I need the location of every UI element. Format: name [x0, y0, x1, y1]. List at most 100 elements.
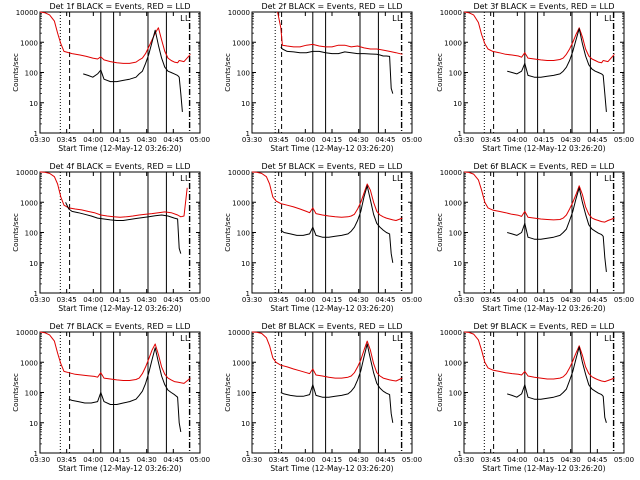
x-tick-label: 04:15 — [110, 136, 130, 144]
x-axis-label: Start Time (12-May-12 03:26:20) — [482, 304, 605, 313]
x-tick-label: 04:15 — [110, 296, 130, 304]
x-tick-label: 04:15 — [534, 456, 554, 464]
x-tick-label: 03:30 — [30, 456, 50, 464]
x-tick-label: 04:00 — [507, 296, 527, 304]
chart-panel-det-9f: Det 9f BLACK = Events, RED = LLD 1 10 100 10… — [436, 322, 634, 473]
x-tick-label: 04:00 — [507, 456, 527, 464]
y-tick-label: 10000 — [228, 169, 250, 177]
y-axis-label: Counts/sec — [436, 53, 444, 92]
marker-label: L — [185, 334, 190, 343]
series-line-events — [507, 28, 607, 112]
marker-label: L — [609, 14, 614, 23]
x-tick-label: 04:15 — [322, 296, 342, 304]
x-tick-label: 05:00 — [402, 296, 422, 304]
marker-label: L — [392, 334, 397, 343]
plot-frame — [251, 11, 413, 134]
x-tick-label: 04:30 — [349, 136, 369, 144]
x-tick-label: 04:15 — [534, 296, 554, 304]
y-tick-label: 1 — [34, 290, 38, 298]
plot-frame — [463, 171, 625, 294]
y-tick-label: 1 — [246, 130, 250, 138]
y-tick-label: 10000 — [440, 169, 462, 177]
x-tick-label: 04:15 — [322, 136, 342, 144]
x-tick-label: 04:45 — [587, 456, 607, 464]
x-tick-label: 05:00 — [614, 136, 634, 144]
y-tick-label: 100 — [449, 70, 462, 78]
marker-label: L — [397, 334, 402, 343]
x-tick-label: 03:30 — [454, 136, 474, 144]
y-tick-label: 10000 — [228, 9, 250, 17]
y-axis-label: Counts/sec — [12, 213, 20, 252]
x-tick-label: 04:00 — [83, 296, 103, 304]
series-line-events — [280, 46, 394, 94]
y-axis-label: Counts/sec — [224, 213, 232, 252]
x-tick-label: 04:30 — [561, 296, 581, 304]
plot-frame — [251, 171, 413, 294]
marker-label: L — [180, 14, 185, 23]
marker-label: L — [180, 334, 185, 343]
x-tick-label: 04:30 — [137, 136, 157, 144]
chart-title: Det 7f BLACK = Events, RED = LLD — [49, 322, 190, 331]
chart-panel-det-3f: Det 3f BLACK = Events, RED = LLD 1 10 100 10… — [436, 2, 634, 153]
x-axis-label: Start Time (12-May-12 03:26:20) — [270, 304, 393, 313]
x-tick-label: 05:00 — [614, 456, 634, 464]
y-tick-label: 10 — [453, 100, 462, 108]
y-tick-label: 1 — [458, 450, 462, 458]
x-tick-label: 05:00 — [190, 456, 210, 464]
chart-panel-det-1f: Det 1f BLACK = Events, RED = LLD 1 10 100 10… — [12, 2, 210, 153]
series-line-events — [83, 29, 183, 112]
y-tick-label: 1 — [34, 450, 38, 458]
series-line-events — [68, 347, 182, 432]
marker-label: L — [392, 14, 397, 23]
marker-label: L — [609, 174, 614, 183]
marker-label: L — [604, 14, 609, 23]
x-tick-label: 04:00 — [83, 136, 103, 144]
x-tick-label: 05:00 — [402, 136, 422, 144]
y-tick-label: 100 — [237, 70, 250, 78]
x-axis-label: Start Time (12-May-12 03:26:20) — [482, 464, 605, 473]
chart-panel-det-5f: Det 5f BLACK = Events, RED = LLD 1 10 100 10… — [224, 162, 422, 313]
plot-frame — [39, 331, 201, 454]
y-tick-label: 100 — [237, 390, 250, 398]
series-line-lld — [277, 11, 403, 55]
y-tick-label: 1 — [458, 290, 462, 298]
y-tick-label: 10 — [241, 260, 250, 268]
chart-panel-det-7f: Det 7f BLACK = Events, RED = LLD 1 10 100 10… — [12, 322, 210, 473]
x-axis-label: Start Time (12-May-12 03:26:20) — [270, 464, 393, 473]
x-axis-label: Start Time (12-May-12 03:26:20) — [58, 304, 181, 313]
series-line-lld — [251, 331, 403, 382]
x-tick-label: 04:00 — [295, 296, 315, 304]
series-line-events — [280, 343, 394, 423]
y-axis-label: Counts/sec — [224, 373, 232, 412]
series-line-lld — [251, 171, 403, 221]
chart-title: Det 6f BLACK = Events, RED = LLD — [473, 162, 614, 171]
x-axis-label: Start Time (12-May-12 03:26:20) — [482, 144, 605, 153]
x-tick-label: 03:30 — [242, 296, 262, 304]
y-axis-label: Counts/sec — [224, 53, 232, 92]
series-line-lld — [463, 171, 615, 223]
plot-frame — [39, 11, 201, 134]
x-axis-label: Start Time (12-May-12 03:26:20) — [58, 144, 181, 153]
x-tick-label: 04:45 — [163, 136, 183, 144]
x-tick-label: 05:00 — [614, 296, 634, 304]
y-tick-label: 100 — [25, 70, 38, 78]
x-tick-label: 04:30 — [561, 136, 581, 144]
marker-label: L — [185, 14, 190, 23]
x-tick-label: 04:45 — [163, 456, 183, 464]
plot-frame — [39, 171, 201, 294]
x-tick-label: 03:45 — [481, 296, 501, 304]
x-tick-label: 04:30 — [349, 296, 369, 304]
marker-label: L — [397, 14, 402, 23]
y-tick-label: 10000 — [440, 329, 462, 337]
x-tick-label: 04:00 — [295, 456, 315, 464]
x-tick-label: 04:30 — [137, 456, 157, 464]
x-tick-label: 03:45 — [57, 296, 77, 304]
marker-label: L — [180, 174, 185, 183]
y-tick-label: 1 — [458, 130, 462, 138]
y-tick-label: 10 — [29, 100, 38, 108]
y-axis-label: Counts/sec — [12, 53, 20, 92]
x-tick-label: 03:30 — [30, 136, 50, 144]
x-axis-label: Start Time (12-May-12 03:26:20) — [58, 464, 181, 473]
y-axis-label: Counts/sec — [436, 373, 444, 412]
